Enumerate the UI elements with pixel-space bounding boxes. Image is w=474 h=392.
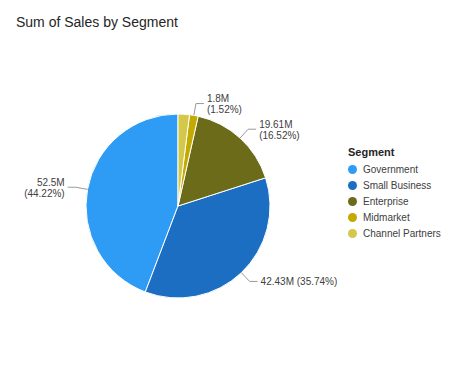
html-text:Sum of Sales by Segment: Sum of Sales by Segment: [16, 14, 178, 30]
svg-text:19.61M(16.52%): 19.61M(16.52%): [259, 118, 300, 140]
html-text:Government: Government: [363, 164, 418, 175]
html-text:Segment: Segment: [348, 146, 395, 158]
html-text:Channel Partners: Channel Partners: [363, 228, 441, 239]
svg-text:42.43M (35.74%): 42.43M (35.74%): [261, 276, 338, 287]
svg-text:1.8M(1.52%): 1.8M(1.52%): [207, 93, 242, 115]
svg-text:52.5M(44.22%): 52.5M(44.22%): [24, 176, 65, 198]
html-text:Enterprise: Enterprise: [363, 196, 409, 207]
html-text:Small Business: Small Business: [363, 180, 432, 191]
html-text:Midmarket: Midmarket: [363, 212, 410, 223]
